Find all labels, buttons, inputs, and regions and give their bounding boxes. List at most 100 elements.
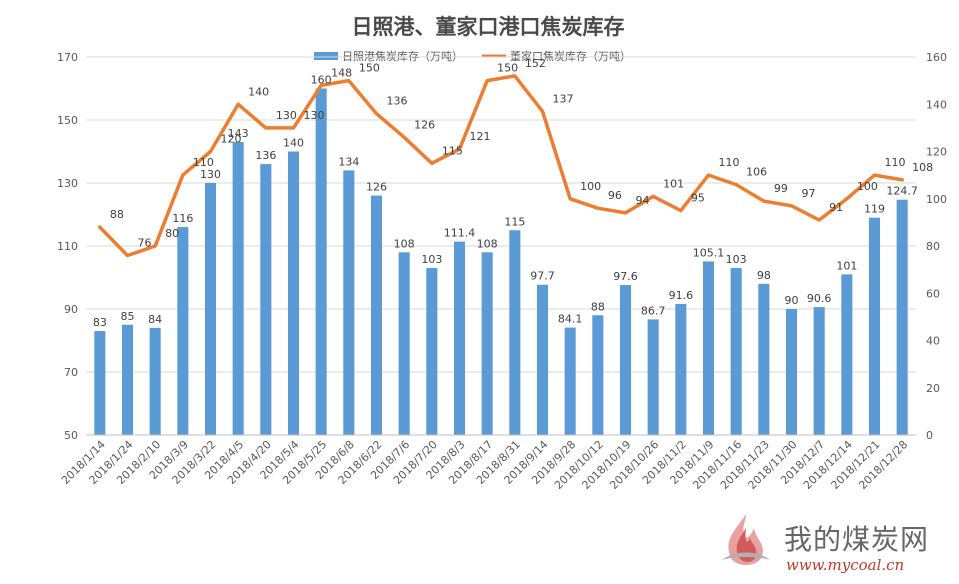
- line-point: [458, 147, 461, 151]
- chart-title: 日照港、董家口港口焦炭库存: [352, 15, 625, 39]
- line-data-labels: 88 76 80 110 120 140 130 130 148 150 136 126 115 121 1…: [110, 57, 933, 250]
- line-data-label: 108: [912, 161, 933, 174]
- bar-data-label: 108: [394, 237, 415, 250]
- left-axis-tick-label: 170: [57, 51, 78, 64]
- left-axis-ticks: 50 70 90 110 130 150 170: [57, 51, 78, 442]
- line-point: [347, 79, 351, 83]
- line-point: [181, 173, 185, 177]
- line-point: [319, 83, 323, 87]
- right-axis-tick-label: 40: [926, 335, 940, 348]
- line-point: [679, 209, 683, 213]
- line-path: [98, 74, 904, 258]
- watermark: 我的煤炭网 www.mycoal.cn: [716, 510, 952, 580]
- line-point: [817, 218, 821, 222]
- bar: [702, 261, 715, 435]
- line-point: [402, 135, 406, 139]
- line-point: [845, 197, 849, 201]
- bar-data-label: 140: [283, 137, 304, 150]
- bar: [370, 195, 383, 435]
- bar: [675, 303, 687, 435]
- legend-bar-label: 日照港焦炭库存（万吨）: [342, 49, 463, 63]
- bar: [398, 252, 410, 435]
- legend-line-label: 董家口焦炭库存（万吨）: [510, 49, 631, 63]
- line-data-label: 115: [442, 144, 463, 157]
- bar: [841, 274, 853, 435]
- bar: [177, 227, 189, 435]
- line-data-label: 130: [304, 109, 325, 122]
- bar-data-label: 85: [121, 310, 135, 323]
- x-axis-ticks: 2018/1/142018/1/242018/2/102018/3/92018/…: [59, 434, 916, 492]
- bar: [896, 199, 908, 435]
- bar-data-label: 90: [785, 294, 799, 307]
- bar-data-label: 86.7: [641, 304, 666, 317]
- left-axis-tick-label: 50: [64, 429, 78, 442]
- line-data-label: 76: [138, 236, 152, 249]
- line-data-label: 106: [746, 166, 767, 179]
- bar-data-label: 108: [477, 237, 498, 250]
- line-point: [624, 211, 627, 215]
- bar-data-label: 130: [200, 168, 221, 181]
- bar: [453, 241, 466, 435]
- line-data-label: 150: [359, 62, 380, 75]
- line-point: [734, 183, 738, 187]
- bar-data-label: 98: [757, 269, 771, 282]
- watermark-text: 我的煤炭网: [784, 523, 930, 556]
- line-point: [485, 79, 489, 83]
- bar: [121, 324, 134, 435]
- bar-data-label: 83: [93, 316, 107, 329]
- legend-bar-swatch: [314, 52, 338, 60]
- bar-data-label: 136: [255, 149, 276, 162]
- bar: [813, 307, 825, 435]
- line-point: [153, 244, 157, 248]
- bar: [315, 88, 327, 435]
- bar-data-label: 88: [591, 300, 605, 313]
- left-axis-tick-label: 110: [57, 240, 78, 253]
- line-data-label: 152: [525, 57, 546, 70]
- bar-data-label: 116: [172, 212, 193, 225]
- bar: [730, 268, 742, 435]
- bar: [619, 285, 632, 435]
- line-point: [292, 126, 295, 130]
- line-point: [900, 178, 904, 182]
- line-data-label: 88: [110, 208, 124, 221]
- line-data-label: 95: [691, 192, 705, 205]
- bar: [785, 309, 798, 435]
- line-point: [541, 109, 544, 113]
- right-axis-tick-label: 160: [926, 51, 947, 64]
- bar-data-label: 90.6: [807, 292, 832, 305]
- bar: [758, 283, 770, 435]
- right-axis-tick-label: 80: [926, 240, 940, 253]
- bar-data-label: 101: [836, 259, 857, 272]
- line-data-label: 110: [719, 156, 740, 169]
- bar-data-label: 160: [311, 74, 332, 87]
- line-data-label: 148: [331, 66, 352, 79]
- line-data-label: 121: [470, 130, 491, 143]
- bar-data-label: 84: [148, 313, 162, 326]
- line-data-label: 91: [829, 201, 843, 214]
- line-point: [873, 173, 876, 177]
- bar: [647, 319, 659, 435]
- line-series: [98, 74, 904, 258]
- line-data-label: 136: [387, 95, 408, 108]
- line-point: [430, 161, 434, 165]
- line-data-label: 80: [165, 227, 179, 240]
- left-axis-tick-label: 150: [57, 114, 78, 127]
- right-axis-tick-label: 140: [926, 98, 947, 111]
- line-point: [790, 204, 793, 208]
- bar-data-label: 134: [338, 155, 359, 168]
- bar-data-label: 91.6: [669, 289, 694, 302]
- bar-series: [94, 88, 908, 436]
- bar: [149, 327, 161, 435]
- bar: [287, 151, 300, 435]
- line-data-label: 137: [553, 92, 574, 105]
- right-axis-tick-label: 60: [926, 287, 940, 300]
- bar: [260, 164, 272, 435]
- bar: [509, 230, 521, 435]
- bar-data-label: 111.4: [444, 227, 476, 240]
- bar: [481, 252, 493, 435]
- line-data-label: 100: [857, 180, 878, 193]
- line-data-label: 97: [802, 187, 816, 200]
- line-point: [568, 197, 572, 201]
- line-point: [707, 173, 710, 177]
- bar-data-label: 84.1: [558, 313, 583, 326]
